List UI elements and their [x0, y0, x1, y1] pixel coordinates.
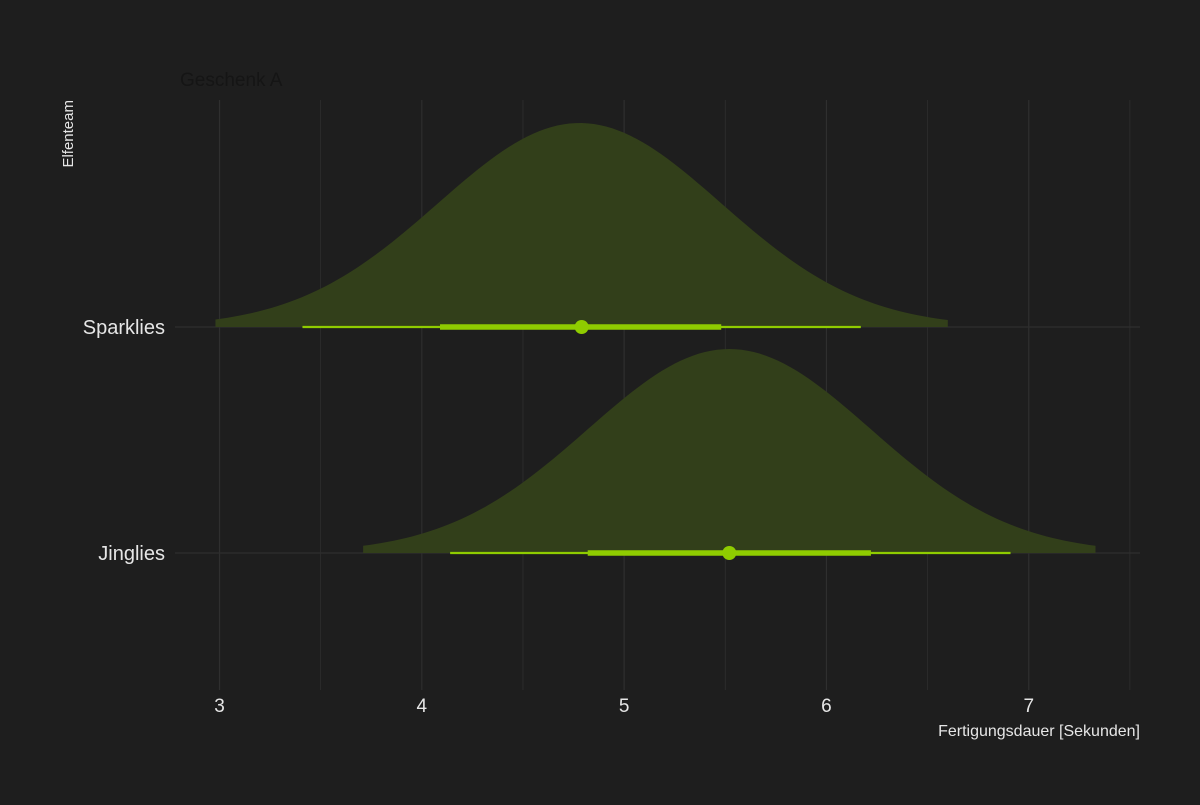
- chart-subtitle: Geschenk A: [180, 70, 283, 91]
- x-tick-label: 4: [417, 696, 428, 717]
- density-layer: [215, 123, 1096, 553]
- x-tick-label: 6: [821, 696, 832, 717]
- y-tick-label: Jinglies: [98, 543, 165, 565]
- y-tick-label: Sparklies: [83, 317, 165, 339]
- point-estimate-jinglies: [722, 546, 737, 560]
- x-axis-label: Fertigungsdauer [Sekunden]: [938, 723, 1140, 740]
- density-jinglies: [363, 349, 1096, 553]
- label-layer: 3 4 5 6 7 Sparklies Jinglies: [83, 317, 1034, 717]
- interval-layer: [302, 320, 1011, 560]
- x-tick-label: 5: [619, 696, 630, 717]
- point-estimate-sparklies: [574, 320, 589, 334]
- y-axis-label: Elfenteam: [60, 100, 77, 168]
- density-sparklies: [215, 123, 948, 328]
- x-tick-label: 3: [214, 696, 225, 717]
- x-tick-label: 7: [1023, 696, 1034, 717]
